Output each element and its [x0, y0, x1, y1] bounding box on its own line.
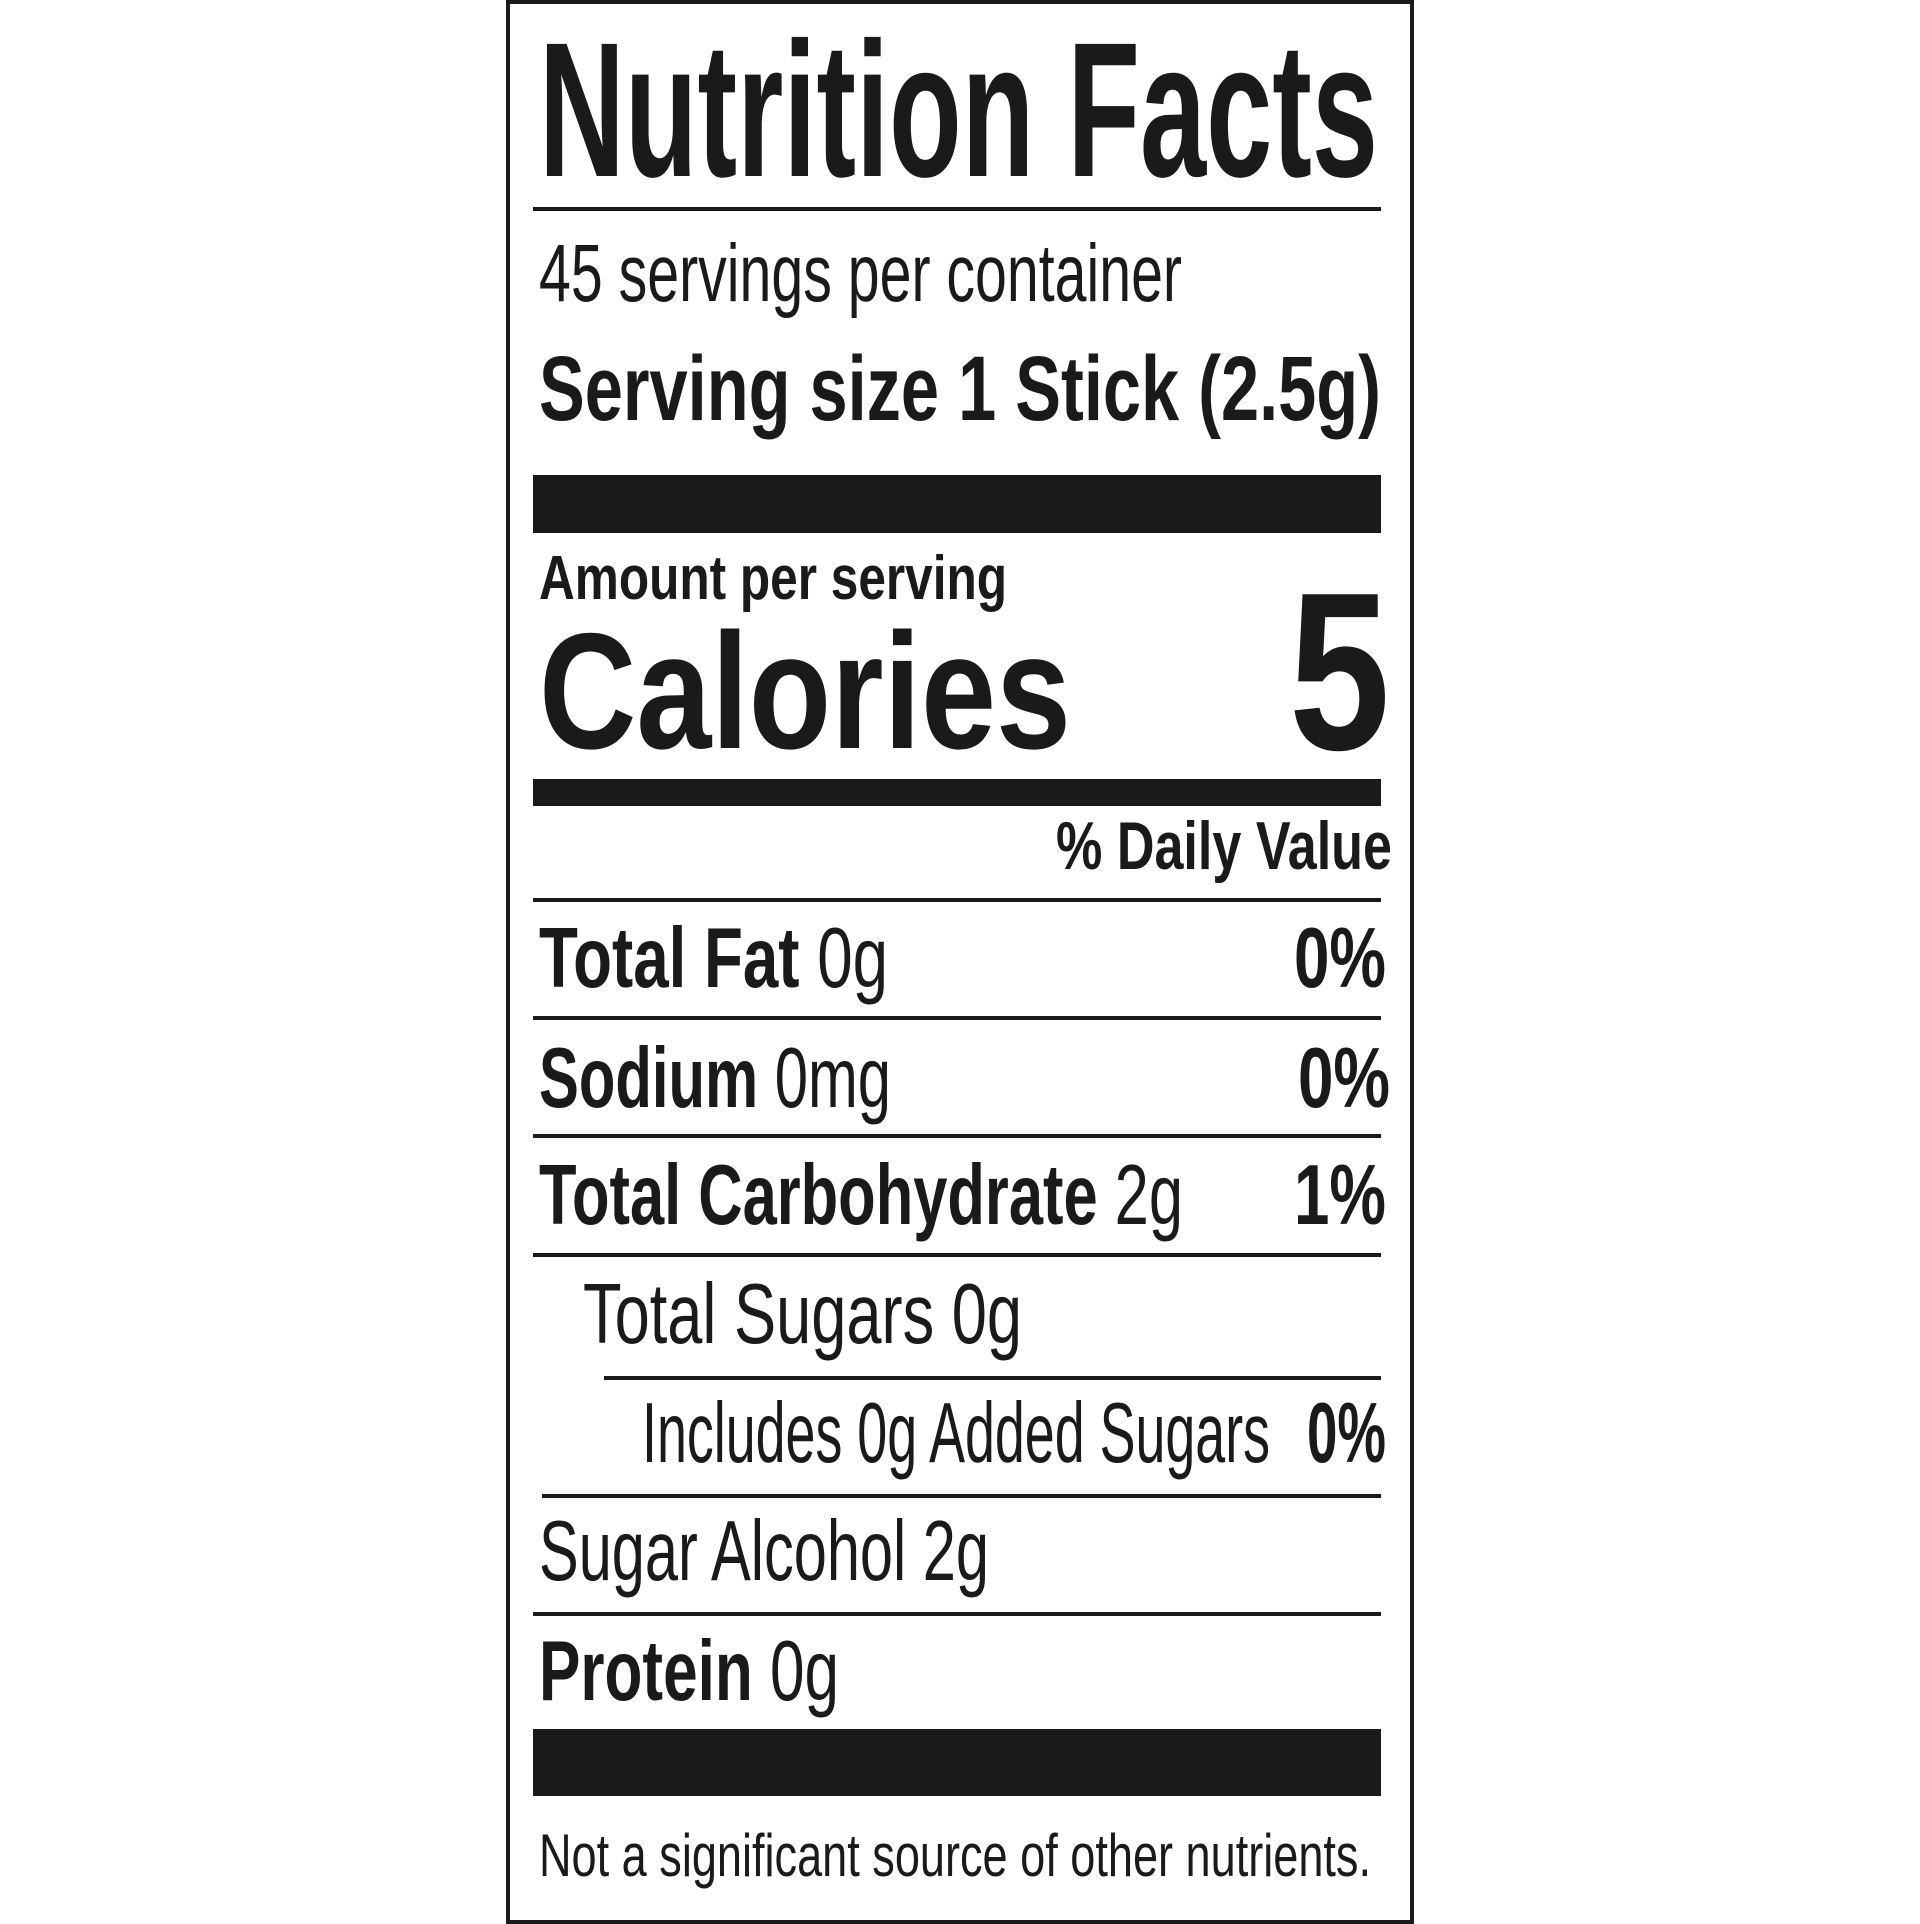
divider	[533, 1134, 1381, 1138]
divider	[542, 1494, 1381, 1498]
nutrient-total-sugars: Total Sugars 0g	[583, 1267, 1022, 1362]
dv-sodium: 0%	[1298, 1031, 1390, 1126]
thick-bar	[533, 1729, 1381, 1796]
nutrient-sugar-alcohol: Sugar Alcohol 2g	[539, 1504, 989, 1599]
nutrient-total-fat: Total Fat 0g	[539, 911, 888, 1006]
divider	[533, 207, 1381, 211]
medium-bar	[533, 779, 1381, 806]
thick-bar	[533, 475, 1381, 533]
dv-total-fat: 0%	[1294, 911, 1386, 1006]
nutrient-added-sugars: Includes 0g Added Sugars	[642, 1386, 1270, 1481]
serving-size: Serving size 1 Stick (2.5g)	[539, 338, 1381, 440]
divider	[533, 898, 1381, 902]
divider	[533, 1016, 1381, 1020]
divider	[533, 1612, 1381, 1616]
dv-total-carbohydrate: 1%	[1294, 1148, 1386, 1243]
servings-per-container: 45 servings per container	[539, 228, 1182, 319]
calories-value: 5	[1289, 545, 1390, 797]
calories-label: Calories	[539, 599, 1071, 783]
amount-per-serving: Amount per serving	[539, 544, 1007, 613]
title: Nutrition Facts	[539, 2, 1378, 217]
dv-added-sugars: 0%	[1307, 1386, 1386, 1481]
daily-value-header: % Daily Value	[1056, 808, 1392, 884]
footnote: Not a significant source of other nutrie…	[539, 1822, 1371, 1889]
nutrient-protein: Protein 0g	[539, 1624, 839, 1719]
nutrient-sodium: Sodium 0mg	[539, 1031, 891, 1126]
divider	[604, 1376, 1381, 1380]
nutrient-total-carbohydrate: Total Carbohydrate 2g	[539, 1148, 1183, 1243]
divider	[533, 1253, 1381, 1257]
